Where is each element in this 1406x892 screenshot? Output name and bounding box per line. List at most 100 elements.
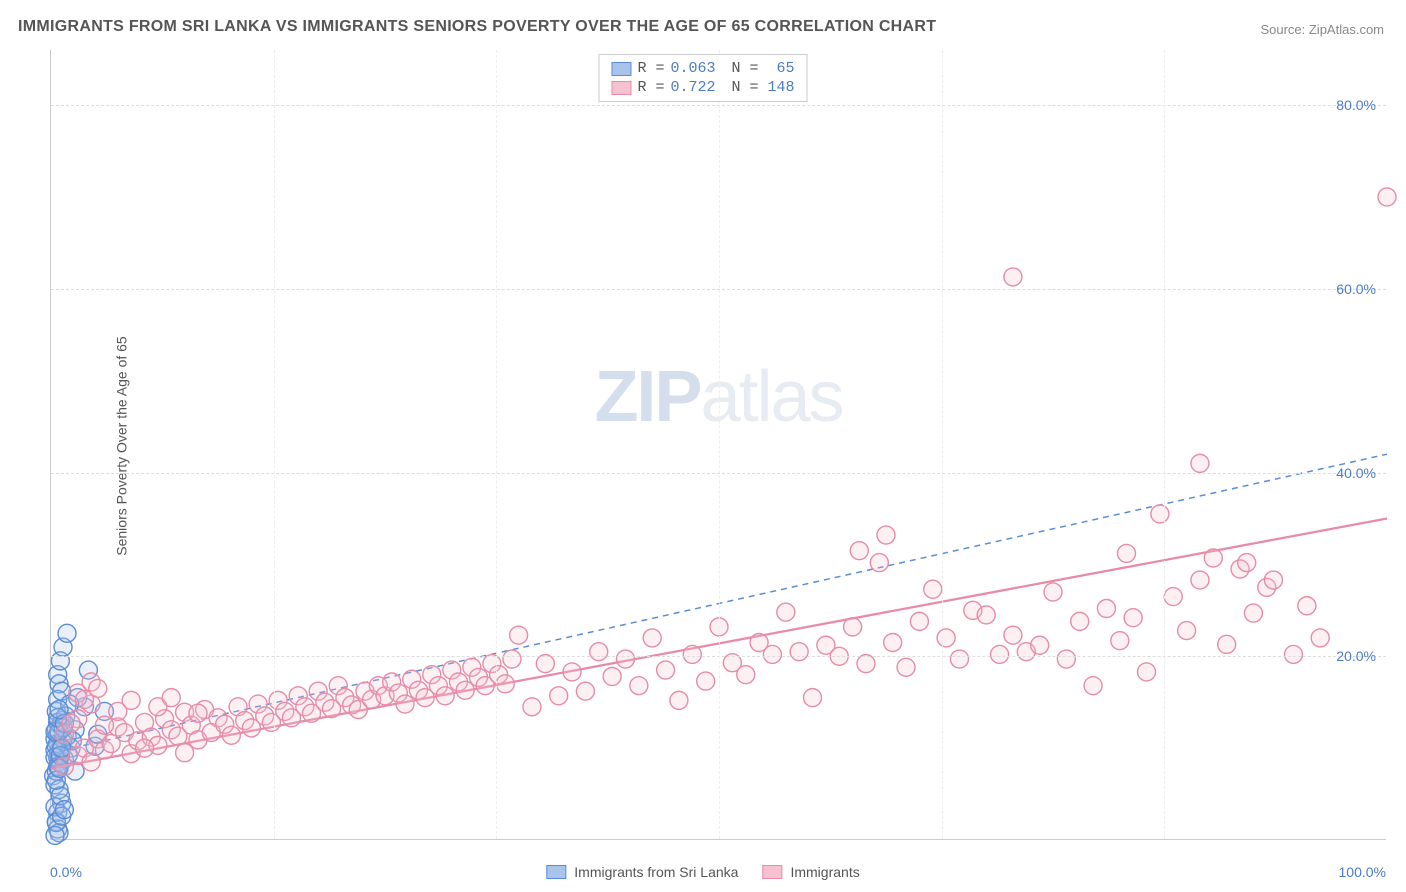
scatter-point bbox=[790, 643, 808, 661]
scatter-point bbox=[603, 667, 621, 685]
scatter-point bbox=[683, 645, 701, 663]
scatter-point bbox=[844, 618, 862, 636]
scatter-point bbox=[1124, 609, 1142, 627]
scatter-point bbox=[1117, 544, 1135, 562]
scatter-point bbox=[877, 526, 895, 544]
legend-series: Immigrants from Sri Lanka Immigrants bbox=[546, 864, 859, 880]
scatter-point bbox=[763, 645, 781, 663]
scatter-point bbox=[1004, 268, 1022, 286]
y-tick-label: 80.0% bbox=[1336, 97, 1376, 113]
scatter-point bbox=[536, 655, 554, 673]
plot-area: ZIPatlas 20.0%40.0%60.0%80.0% bbox=[50, 50, 1386, 840]
scatter-point bbox=[563, 663, 581, 681]
y-tick-label: 60.0% bbox=[1336, 281, 1376, 297]
scatter-point bbox=[62, 714, 80, 732]
scatter-point bbox=[1191, 571, 1209, 589]
scatter-point bbox=[189, 704, 207, 722]
scatter-point bbox=[1191, 454, 1209, 472]
scatter-point bbox=[1031, 636, 1049, 654]
gridline-v bbox=[942, 50, 943, 839]
gridline-v bbox=[719, 50, 720, 839]
scatter-point bbox=[95, 716, 113, 734]
scatter-point bbox=[576, 682, 594, 700]
y-tick-label: 20.0% bbox=[1336, 648, 1376, 664]
scatter-point bbox=[616, 650, 634, 668]
scatter-point bbox=[1151, 505, 1169, 523]
scatter-point bbox=[222, 726, 240, 744]
scatter-point bbox=[1284, 645, 1302, 663]
scatter-point bbox=[46, 826, 64, 844]
scatter-point bbox=[850, 542, 868, 560]
scatter-point bbox=[937, 629, 955, 647]
scatter-point bbox=[1264, 571, 1282, 589]
scatter-point bbox=[510, 626, 528, 644]
scatter-point bbox=[1164, 588, 1182, 606]
scatter-point bbox=[1084, 677, 1102, 695]
scatter-point bbox=[924, 580, 942, 598]
scatter-point bbox=[804, 689, 822, 707]
gridline-v bbox=[496, 50, 497, 839]
x-tick-min: 0.0% bbox=[50, 864, 82, 880]
gridline-v bbox=[274, 50, 275, 839]
y-tick-label: 40.0% bbox=[1336, 465, 1376, 481]
chart-source: Source: ZipAtlas.com bbox=[1260, 22, 1384, 37]
scatter-point bbox=[1178, 622, 1196, 640]
scatter-point bbox=[857, 655, 875, 673]
scatter-point bbox=[1057, 650, 1075, 668]
scatter-point bbox=[697, 672, 715, 690]
scatter-point bbox=[1378, 188, 1396, 206]
legend-correlation: R = 0.063N = 65R = 0.722N = 148 bbox=[598, 54, 807, 102]
scatter-point bbox=[670, 691, 688, 709]
scatter-point bbox=[1298, 597, 1316, 615]
scatter-point bbox=[58, 624, 76, 642]
chart-title: IMMIGRANTS FROM SRI LANKA VS IMMIGRANTS … bbox=[18, 18, 936, 36]
legend-correlation-row: R = 0.722N = 148 bbox=[611, 78, 794, 97]
x-tick-max: 100.0% bbox=[1339, 864, 1386, 880]
scatter-point bbox=[1204, 549, 1222, 567]
scatter-point bbox=[1244, 604, 1262, 622]
scatter-point bbox=[1111, 632, 1129, 650]
scatter-point bbox=[436, 687, 454, 705]
scatter-point bbox=[643, 629, 661, 647]
scatter-point bbox=[991, 645, 1009, 663]
scatter-point bbox=[590, 643, 608, 661]
scatter-point bbox=[737, 666, 755, 684]
legend-series-item: Immigrants from Sri Lanka bbox=[546, 864, 738, 880]
scatter-point bbox=[1218, 635, 1236, 653]
correlation-chart: IMMIGRANTS FROM SRI LANKA VS IMMIGRANTS … bbox=[0, 0, 1406, 892]
scatter-point bbox=[162, 689, 180, 707]
legend-series-label: Immigrants from Sri Lanka bbox=[574, 864, 738, 880]
scatter-point bbox=[122, 691, 140, 709]
scatter-point bbox=[630, 677, 648, 695]
scatter-point bbox=[396, 695, 414, 713]
scatter-point bbox=[777, 603, 795, 621]
scatter-point bbox=[897, 658, 915, 676]
scatter-point bbox=[136, 739, 154, 757]
legend-series-item: Immigrants bbox=[762, 864, 859, 880]
gridline-v bbox=[1164, 50, 1165, 839]
scatter-point bbox=[55, 801, 73, 819]
scatter-point bbox=[1044, 583, 1062, 601]
scatter-point bbox=[1097, 600, 1115, 618]
legend-series-label: Immigrants bbox=[790, 864, 859, 880]
scatter-point bbox=[1238, 554, 1256, 572]
scatter-point bbox=[977, 606, 995, 624]
scatter-point bbox=[523, 698, 541, 716]
scatter-point bbox=[950, 650, 968, 668]
scatter-point bbox=[657, 661, 675, 679]
legend-swatch bbox=[546, 865, 566, 879]
scatter-point bbox=[870, 554, 888, 572]
legend-correlation-row: R = 0.063N = 65 bbox=[611, 59, 794, 78]
scatter-point bbox=[910, 612, 928, 630]
legend-swatch bbox=[611, 62, 631, 76]
scatter-point bbox=[496, 675, 514, 693]
legend-swatch bbox=[611, 81, 631, 95]
scatter-point bbox=[503, 650, 521, 668]
legend-swatch bbox=[762, 865, 782, 879]
scatter-point bbox=[89, 679, 107, 697]
scatter-point bbox=[176, 744, 194, 762]
scatter-point bbox=[1071, 612, 1089, 630]
scatter-point bbox=[1311, 629, 1329, 647]
scatter-point bbox=[550, 687, 568, 705]
scatter-point bbox=[884, 634, 902, 652]
